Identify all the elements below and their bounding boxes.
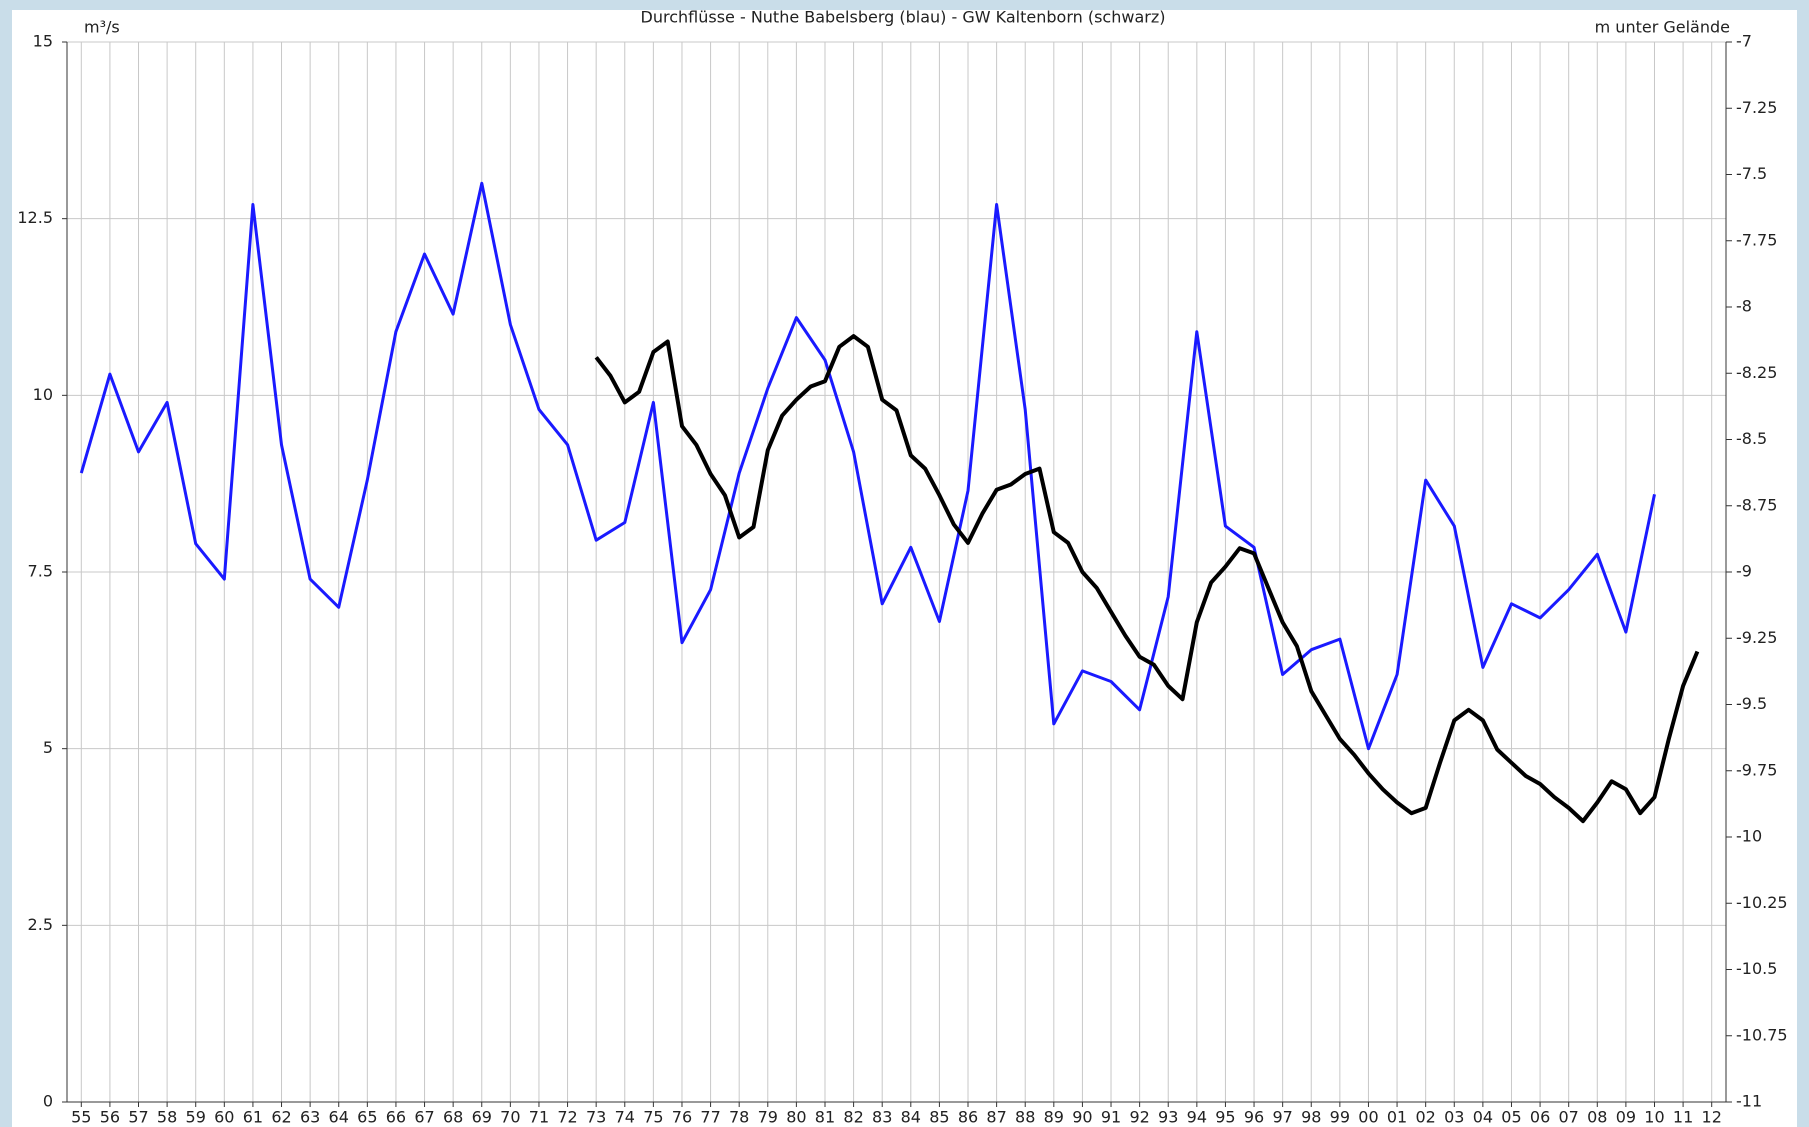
x-tick-label: 12 xyxy=(1702,1108,1722,1127)
x-tick-label: 83 xyxy=(872,1108,892,1127)
y2-tick-label: -10 xyxy=(1736,827,1762,846)
y2-tick-label: -8 xyxy=(1736,297,1752,316)
y2-tick-label: -11 xyxy=(1736,1092,1762,1111)
y2-tick-label: -7 xyxy=(1736,32,1752,51)
x-tick-label: 03 xyxy=(1444,1108,1464,1127)
y-tick-label: 2.5 xyxy=(28,915,53,934)
x-tick-label: 63 xyxy=(300,1108,320,1127)
x-tick-label: 60 xyxy=(214,1108,234,1127)
x-tick-label: 73 xyxy=(586,1108,606,1127)
x-tick-label: 80 xyxy=(786,1108,806,1127)
y2-tick-label: -7.25 xyxy=(1736,98,1777,117)
grid xyxy=(62,41,1732,1107)
y2-tick-label: -10.5 xyxy=(1736,959,1777,978)
x-tick-label: 86 xyxy=(958,1108,978,1127)
y2-tick-label: -10.75 xyxy=(1736,1025,1788,1044)
x-tick-label: 56 xyxy=(100,1108,120,1127)
x-tick-label: 92 xyxy=(1129,1108,1149,1127)
x-tick-label: 11 xyxy=(1673,1108,1693,1127)
x-tick-label: 05 xyxy=(1501,1108,1521,1127)
x-tick-label: 78 xyxy=(729,1108,749,1127)
x-tick-label: 62 xyxy=(271,1108,291,1127)
y-axis-label: m³/s xyxy=(84,18,120,37)
x-tick-label: 94 xyxy=(1187,1108,1207,1127)
y-tick-label: 15 xyxy=(33,32,53,51)
chart-title: Durchflüsse - Nuthe Babelsberg (blau) - … xyxy=(641,8,1166,27)
y2-tick-label: -7.5 xyxy=(1736,164,1767,183)
x-tick-label: 81 xyxy=(815,1108,835,1127)
y-tick-label: 12.5 xyxy=(17,208,53,227)
x-tick-label: 02 xyxy=(1415,1108,1435,1127)
marks xyxy=(79,181,1700,824)
x-tick-label: 99 xyxy=(1330,1108,1350,1127)
y-tick-label: 0 xyxy=(43,1092,53,1111)
x-tick-label: 68 xyxy=(443,1108,463,1127)
x-tick-label: 93 xyxy=(1158,1108,1178,1127)
x-tick-label: 55 xyxy=(71,1108,91,1127)
x-tick-label: 09 xyxy=(1616,1108,1636,1127)
x-tick-label: 76 xyxy=(672,1108,692,1127)
x-tick-label: 06 xyxy=(1530,1108,1550,1127)
x-tick-label: 97 xyxy=(1272,1108,1292,1127)
y2-tick-label: -8.75 xyxy=(1736,495,1777,514)
x-tick-label: 01 xyxy=(1387,1108,1407,1127)
x-tick-label: 96 xyxy=(1244,1108,1264,1127)
y2-tick-label: -8.5 xyxy=(1736,429,1767,448)
x-tick-label: 08 xyxy=(1587,1108,1607,1127)
x-tick-label: 90 xyxy=(1072,1108,1092,1127)
x-tick-label: 79 xyxy=(758,1108,778,1127)
y-tick-label: 7.5 xyxy=(28,562,53,581)
x-tick-label: 64 xyxy=(329,1108,349,1127)
y2-tick-label: -9 xyxy=(1736,562,1752,581)
y-tick-label: 5 xyxy=(43,738,53,757)
x-tick-label: 91 xyxy=(1101,1108,1121,1127)
x-tick-label: 75 xyxy=(643,1108,663,1127)
x-tick-label: 72 xyxy=(557,1108,577,1127)
labels: Durchflüsse - Nuthe Babelsberg (blau) - … xyxy=(17,8,1787,1127)
x-tick-label: 85 xyxy=(929,1108,949,1127)
series-line xyxy=(79,181,1656,751)
x-tick-label: 89 xyxy=(1044,1108,1064,1127)
x-tick-label: 58 xyxy=(157,1108,177,1127)
x-tick-label: 00 xyxy=(1358,1108,1378,1127)
y2-tick-label: -9.75 xyxy=(1736,760,1777,779)
x-tick-label: 95 xyxy=(1215,1108,1235,1127)
y2-tick-label: -9.25 xyxy=(1736,628,1777,647)
y2-tick-label: -9.5 xyxy=(1736,694,1767,713)
canvas xyxy=(12,10,1797,1127)
x-tick-label: 87 xyxy=(986,1108,1006,1127)
x-tick-label: 98 xyxy=(1301,1108,1321,1127)
x-tick-label: 69 xyxy=(472,1108,492,1127)
series-line xyxy=(594,334,1700,824)
y2-axis-label: m unter Gelände xyxy=(1595,18,1730,37)
x-tick-label: 04 xyxy=(1473,1108,1493,1127)
x-tick-label: 77 xyxy=(700,1108,720,1127)
x-tick-label: 07 xyxy=(1559,1108,1579,1127)
x-tick-label: 74 xyxy=(615,1108,635,1127)
y-tick-label: 10 xyxy=(33,385,53,404)
x-tick-label: 82 xyxy=(843,1108,863,1127)
x-tick-label: 67 xyxy=(414,1108,434,1127)
x-tick-label: 70 xyxy=(500,1108,520,1127)
x-tick-label: 84 xyxy=(901,1108,921,1127)
x-tick-label: 65 xyxy=(357,1108,377,1127)
y2-tick-label: -8.25 xyxy=(1736,363,1777,382)
x-tick-label: 71 xyxy=(529,1108,549,1127)
x-tick-label: 57 xyxy=(128,1108,148,1127)
x-tick-label: 61 xyxy=(243,1108,263,1127)
y2-tick-label: -7.75 xyxy=(1736,230,1777,249)
y2-tick-label: -10.25 xyxy=(1736,893,1788,912)
x-tick-label: 66 xyxy=(386,1108,406,1127)
x-tick-label: 10 xyxy=(1644,1108,1664,1127)
x-tick-label: 59 xyxy=(186,1108,206,1127)
x-tick-label: 88 xyxy=(1015,1108,1035,1127)
